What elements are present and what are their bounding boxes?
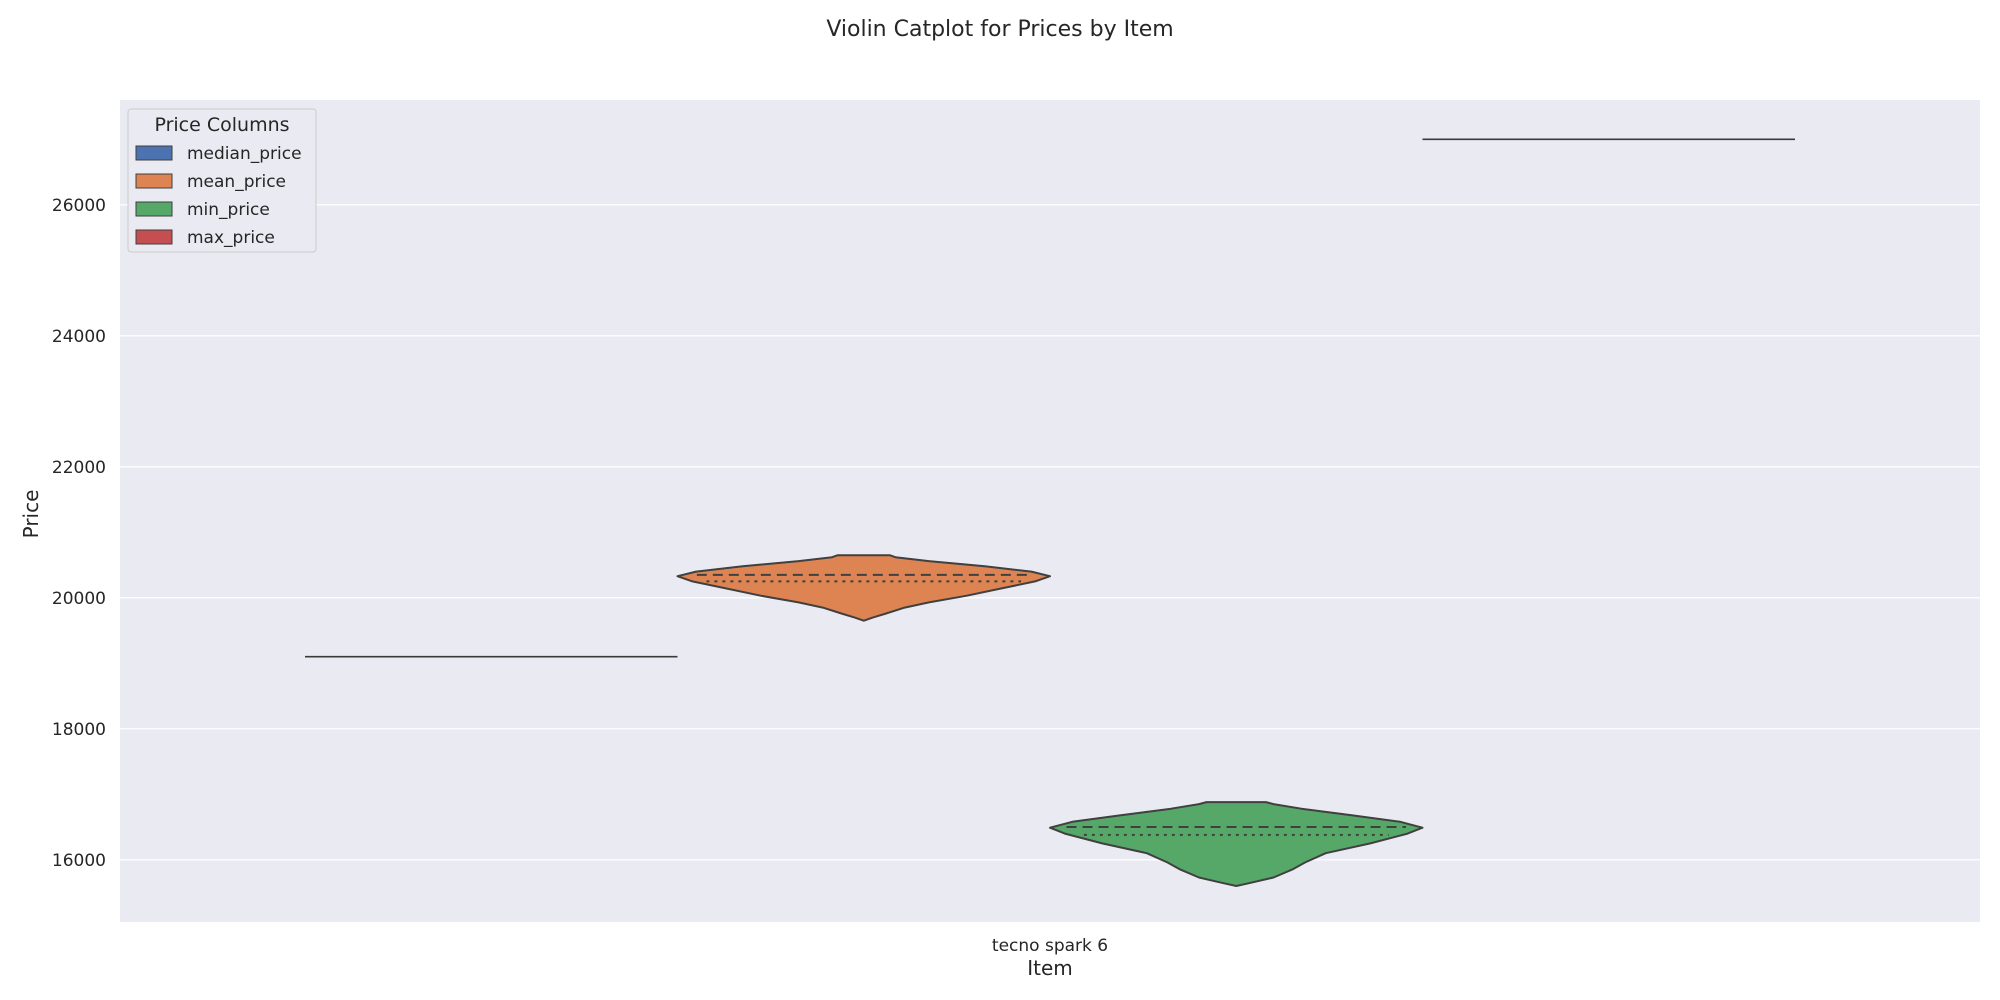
y-tick-label: 18000 bbox=[52, 720, 106, 740]
y-tick-labels: 16000 18000 20000 22000 24000 26000 bbox=[52, 196, 106, 871]
y-axis-label: Price bbox=[19, 490, 43, 539]
y-tick-label: 16000 bbox=[52, 851, 106, 871]
legend-label-mean_price: mean_price bbox=[187, 172, 286, 192]
legend: Price Columns median_price mean_price min_… bbox=[127, 108, 317, 253]
legend-swatch-mean_price bbox=[135, 173, 173, 189]
legend-label-max_price: max_price bbox=[187, 228, 275, 248]
chart-title: Violin Catplot for Prices by Item bbox=[826, 17, 1173, 42]
plot-area bbox=[120, 100, 1980, 922]
violins bbox=[305, 138, 1795, 887]
legend-title: Price Columns bbox=[154, 114, 289, 136]
violin-mean_price bbox=[676, 554, 1051, 622]
legend-label-min_price: min_price bbox=[187, 200, 270, 220]
y-tick-label: 20000 bbox=[52, 589, 106, 609]
x-axis-label: Item bbox=[1027, 956, 1073, 980]
y-tick-label: 26000 bbox=[52, 196, 106, 216]
legend-frame bbox=[127, 108, 317, 253]
y-tick-label: 24000 bbox=[52, 327, 106, 347]
grid-lines bbox=[120, 204, 1980, 861]
legend-swatch-min_price bbox=[135, 201, 173, 217]
legend-swatch-median_price bbox=[135, 145, 173, 161]
legend-label-median_price: median_price bbox=[187, 144, 302, 164]
violin-min_price bbox=[1049, 801, 1424, 887]
legend-swatch-max_price bbox=[135, 229, 173, 245]
y-tick-label: 22000 bbox=[52, 458, 106, 478]
x-tick-label: tecno spark 6 bbox=[992, 936, 1108, 956]
